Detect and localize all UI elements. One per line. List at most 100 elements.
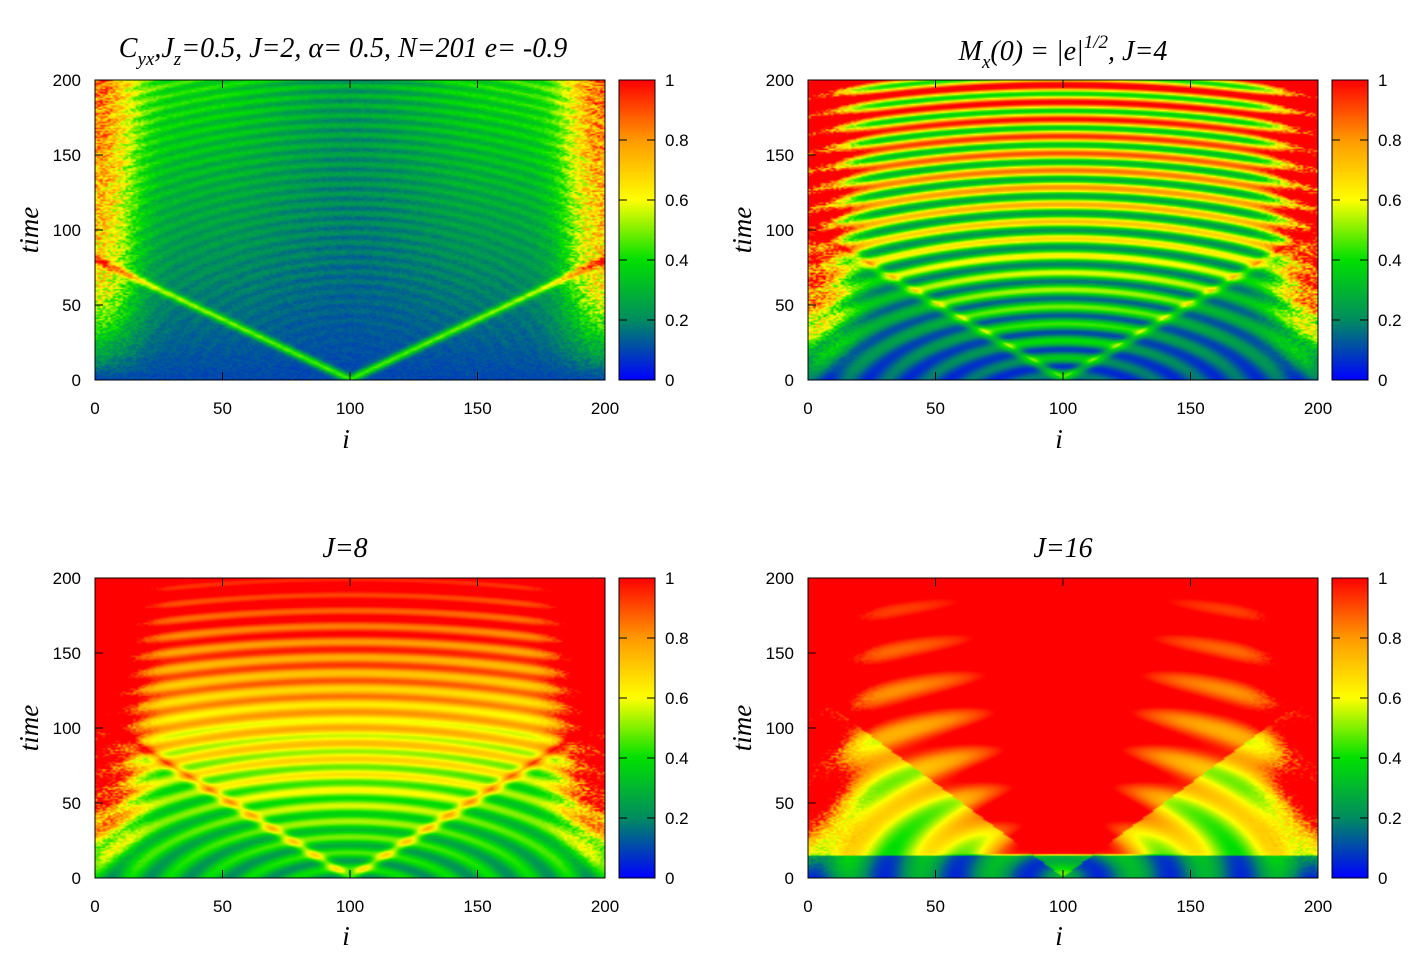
x-tick-label: 200 [591,897,619,916]
colorbar-gradient [618,79,656,381]
x-tick-label: 50 [926,897,945,916]
x-tick-label: 150 [1176,897,1204,916]
colorbar-tick-label: 0.4 [665,251,689,270]
colorbar-gradient [1331,577,1369,879]
y-tick-label: 0 [785,371,794,390]
colorbar-gradient [1331,79,1369,381]
y-axis-label: time [727,207,757,254]
x-tick-label: 0 [90,399,99,418]
x-tick-label: 0 [803,897,812,916]
colorbar-tick-label: 1 [665,569,674,588]
x-tick-labels: 0 50 100 150 200 [90,578,619,916]
y-tick-label: 200 [766,569,794,588]
heatmap-image [95,80,605,380]
colorbar-tick-labels: 0 0.2 0.4 0.6 0.8 1 [619,569,689,888]
y-axis-label: time [727,705,757,752]
colorbar-tick-label: 1 [1378,71,1387,90]
y-tick-label: 100 [766,221,794,240]
y-tick-labels: 0 50 100 150 200 [53,71,103,390]
chart-panel-1: Cyx,Jz=0.5, J=2, α= 0.5, N=201 e= -0.9 0… [0,0,708,485]
colorbar-tick-label: 0.4 [1378,251,1402,270]
x-tick-label: 50 [926,399,945,418]
x-axis-label: i [342,424,350,454]
colorbar: 0 0.2 0.4 0.6 0.8 1 [618,569,689,888]
chart-svg-3: J=8 0 50 100 150 200 0 50 100 150 200 i time 0 0.… [14,533,689,951]
heatmap-plot-area [807,577,1319,879]
heatmap-plot-area [94,79,606,381]
heatmap-image [808,578,1318,878]
colorbar-tick-label: 0.6 [1378,689,1402,708]
y-tick-labels: 0 50 100 150 200 [766,569,816,888]
y-tick-label: 50 [775,794,794,813]
colorbar-tick-label: 0.8 [1378,629,1402,648]
colorbar: 0 0.2 0.4 0.6 0.8 1 [618,71,689,390]
colorbar-gradient [618,577,656,879]
colorbar: 0 0.2 0.4 0.6 0.8 1 [1331,71,1402,390]
heatmap-plot-area [807,79,1319,381]
colorbar-tick-label: 0.8 [1378,131,1402,150]
chart-svg-2: Mx(0) = |e|1/2, J=4 0 50 100 150 200 0 50 100 1… [727,32,1402,454]
y-tick-label: 100 [53,221,81,240]
y-tick-label: 100 [766,719,794,738]
x-axis-label: i [1055,424,1063,454]
y-tick-label: 50 [62,794,81,813]
x-tick-label: 150 [463,399,491,418]
colorbar-tick-label: 0.2 [1378,311,1402,330]
y-tick-label: 0 [785,869,794,888]
colorbar-tick-labels: 0 0.2 0.4 0.6 0.8 1 [619,71,689,390]
x-tick-label: 200 [1304,897,1332,916]
colorbar-tick-label: 0.8 [665,629,689,648]
y-tick-label: 200 [53,71,81,90]
chart-title-3: J=8 [322,533,367,564]
colorbar-tick-labels: 0 0.2 0.4 0.6 0.8 1 [1332,569,1402,888]
x-tick-label: 0 [90,897,99,916]
y-tick-labels: 0 50 100 150 200 [53,569,103,888]
y-tick-label: 50 [62,296,81,315]
y-tick-label: 50 [775,296,794,315]
x-tick-label: 0 [803,399,812,418]
x-tick-label: 100 [1049,399,1077,418]
x-tick-labels: 0 50 100 150 200 [803,80,1332,418]
colorbar-tick-label: 0.2 [665,311,689,330]
heatmap-image [95,578,605,878]
y-tick-label: 150 [53,644,81,663]
y-axis-label: time [14,207,44,254]
x-tick-label: 50 [213,399,232,418]
colorbar-tick-label: 0 [1378,869,1387,888]
y-tick-label: 0 [72,371,81,390]
x-tick-label: 100 [1049,897,1077,916]
colorbar-tick-label: 0.6 [1378,191,1402,210]
y-tick-labels: 0 50 100 150 200 [766,71,816,390]
colorbar-tick-labels: 0 0.2 0.4 0.6 0.8 1 [1332,71,1402,390]
y-tick-label: 150 [53,146,81,165]
chart-title-1: Cyx,Jz=0.5, J=2, α= 0.5, N=201 e= -0.9 [119,33,567,70]
chart-panel-2: Mx(0) = |e|1/2, J=4 0 50 100 150 200 0 50 100 1… [708,0,1416,485]
x-tick-label: 150 [1176,399,1204,418]
x-tick-label: 200 [1304,399,1332,418]
colorbar-tick-label: 0.6 [665,191,689,210]
y-tick-label: 150 [766,644,794,663]
x-tick-labels: 0 50 100 150 200 [803,578,1332,916]
colorbar-tick-label: 0.4 [1378,749,1402,768]
x-axis-label: i [342,921,350,951]
y-tick-label: 200 [766,71,794,90]
colorbar-tick-label: 0.6 [665,689,689,708]
colorbar-tick-label: 0 [665,869,674,888]
y-tick-label: 150 [766,146,794,165]
x-tick-label: 200 [591,399,619,418]
chart-title-2: Mx(0) = |e|1/2, J=4 [958,32,1168,73]
y-tick-label: 0 [72,869,81,888]
colorbar-tick-label: 1 [665,71,674,90]
colorbar: 0 0.2 0.4 0.6 0.8 1 [1331,569,1402,888]
heatmap-image [808,80,1318,380]
colorbar-tick-label: 0.2 [665,809,689,828]
x-tick-label: 150 [463,897,491,916]
chart-svg-1: Cyx,Jz=0.5, J=2, α= 0.5, N=201 e= -0.9 0… [14,33,689,454]
colorbar-tick-label: 0.2 [1378,809,1402,828]
chart-panel-3: J=8 0 50 100 150 200 0 50 100 150 200 i time 0 0.… [0,485,708,970]
y-tick-label: 200 [53,569,81,588]
colorbar-tick-label: 0.8 [665,131,689,150]
x-tick-label: 100 [336,897,364,916]
y-tick-label: 100 [53,719,81,738]
